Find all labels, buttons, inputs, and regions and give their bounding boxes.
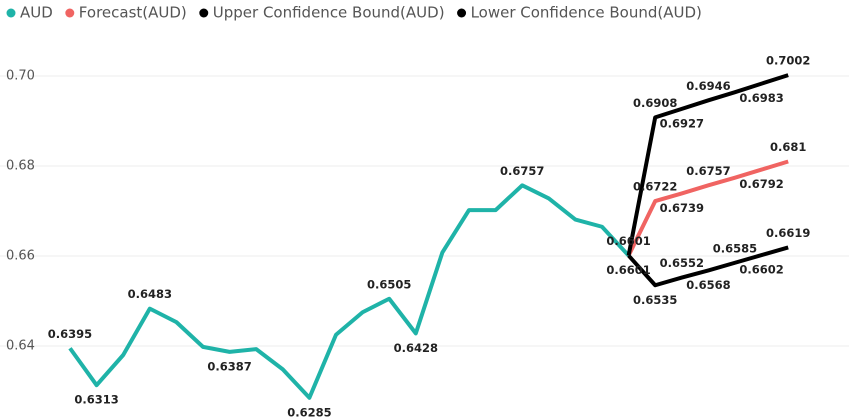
data-label: 0.6585: [713, 241, 757, 255]
data-label: 0.6722: [633, 180, 677, 194]
data-label: 0.6757: [500, 164, 544, 178]
data-label: 0.6552: [660, 256, 704, 270]
legend-label: Upper Confidence Bound(AUD): [213, 4, 445, 22]
data-label: 0.6387: [207, 359, 251, 373]
series-line: [68, 183, 631, 400]
legend-dot: [6, 8, 16, 18]
data-label: 0.6601: [606, 263, 650, 277]
data-label: 0.6505: [367, 277, 411, 291]
series-line: [626, 159, 789, 257]
y-tick-label: 0.70: [6, 69, 35, 84]
data-label: 0.6535: [633, 293, 677, 307]
data-label: 0.6602: [739, 263, 783, 277]
data-label: 0.6395: [48, 327, 92, 341]
data-label: 0.7002: [766, 54, 810, 68]
data-label: 0.6568: [686, 278, 730, 292]
data-label: 0.6483: [128, 287, 172, 301]
data-label: 0.681: [770, 140, 806, 154]
legend-dot: [199, 8, 209, 18]
data-label: 0.6428: [394, 341, 438, 355]
data-label: 0.6285: [287, 405, 331, 419]
legend-dot: [65, 8, 75, 18]
data-label: 0.6619: [766, 226, 810, 240]
data-label: 0.6739: [660, 201, 704, 215]
legend-label: Forecast(AUD): [79, 4, 187, 22]
legend-dot: [457, 8, 467, 18]
data-label: 0.6927: [660, 116, 704, 130]
y-tick-label: 0.64: [6, 339, 35, 354]
series-line: [627, 245, 789, 288]
data-label: 0.6792: [739, 177, 783, 191]
data-label: 0.6946: [686, 79, 730, 93]
legend-label: Lower Confidence Bound(AUD): [471, 4, 702, 22]
data-label: 0.6908: [633, 96, 677, 110]
legend-label: AUD: [20, 4, 53, 22]
data-label: 0.6313: [74, 393, 118, 407]
y-tick-label: 0.68: [6, 159, 35, 174]
data-label: 0.6983: [739, 91, 783, 105]
series-line: [626, 73, 789, 256]
data-label: 0.6601: [606, 234, 650, 248]
data-label: 0.6757: [686, 164, 730, 178]
y-tick-label: 0.66: [6, 249, 35, 264]
